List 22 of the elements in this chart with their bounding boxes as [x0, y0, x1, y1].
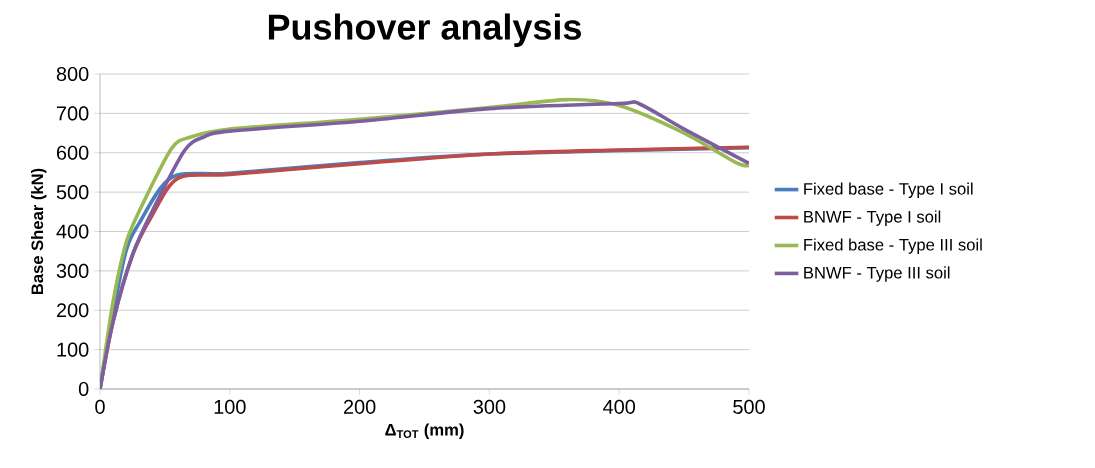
legend-label: Fixed base - Type III soil [804, 238, 982, 254]
legend-label: Fixed base - Type I soil [804, 182, 973, 199]
x-tick-label: 200 [343, 399, 376, 414]
x-tick-label: 0 [95, 399, 105, 414]
y-axis-title: Base Shear (kN) [30, 168, 47, 295]
y-tick-label: 700 [56, 106, 89, 121]
y-tick-label: 200 [56, 303, 89, 318]
y-tick-label: 100 [57, 342, 89, 357]
x-tick-label: 400 [603, 399, 636, 414]
legend-label: BNWF - Type I soil [804, 210, 941, 226]
y-tick-label: 300 [56, 263, 89, 278]
y-tick-label: 800 [56, 66, 89, 82]
x-axis-title: Δ$_{TOT}$ (mm) [385, 423, 464, 439]
x-tick-label: 300 [473, 399, 506, 414]
y-tick-label: 500 [56, 185, 89, 200]
x-tick-label: 100 [214, 399, 246, 414]
legend-label: BNWF - Type III soil [804, 266, 950, 282]
y-tick-label: 600 [56, 145, 89, 160]
y-tick-label: 400 [56, 224, 89, 239]
chart-title: Pushover analysis [268, 13, 581, 47]
y-tick-label: 0 [78, 381, 89, 397]
x-tick-label: 500 [733, 399, 765, 414]
